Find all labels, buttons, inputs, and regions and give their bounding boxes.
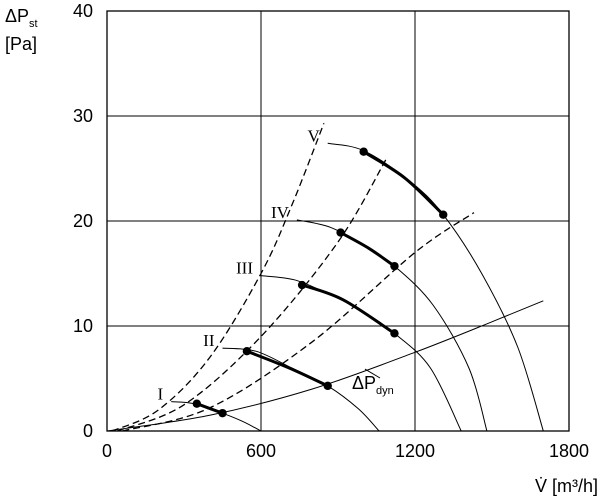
y-axis-unit: [Pa]	[5, 34, 37, 54]
dynamic-pressure-label: ΔPdyn	[352, 373, 394, 397]
dynamic-pressure-leader	[364, 368, 381, 379]
operating-point-ii	[242, 347, 252, 356]
x-tick-label: 600	[246, 441, 276, 461]
dynamic-pressure-curve	[106, 300, 544, 432]
operating-point-v	[439, 210, 448, 219]
y-axis-label: ΔPst	[5, 6, 38, 30]
fan-curve-iv	[296, 219, 488, 432]
curve-label-v: V	[307, 126, 320, 145]
operating-point-iv	[336, 228, 345, 237]
operating-range-iii	[301, 283, 396, 335]
curve-label-iii: III	[236, 259, 253, 278]
y-tick-label: 40	[73, 1, 93, 21]
fan-curve-iii	[260, 275, 462, 432]
operating-point-v	[359, 147, 368, 156]
x-axis-label: V̇ [m³/h]	[535, 476, 598, 496]
x-tick-label: 0	[102, 441, 112, 461]
curve-label-ii: II	[203, 331, 215, 350]
y-tick-label: 30	[73, 106, 93, 126]
operating-point-i	[192, 399, 202, 408]
x-tick-label: 1800	[549, 441, 589, 461]
operating-range-v	[362, 150, 445, 216]
operating-range-ii	[246, 349, 329, 388]
system-curve-2	[117, 157, 388, 432]
labels: 0 600 1200 1800 0 10 20 30 40 ΔPst [Pa] V̇ [m³/h] ΔP…	[5, 1, 598, 496]
system-curve-1	[111, 123, 325, 432]
plot-frame	[106, 10, 570, 432]
fan-curve-i	[171, 401, 262, 432]
operating-range-iv	[339, 231, 396, 268]
operating-point-iv	[390, 261, 399, 271]
x-tick-label: 1200	[395, 441, 435, 461]
y-tick-label: 20	[73, 211, 93, 231]
operating-points	[192, 147, 448, 418]
system-curve-3	[122, 212, 475, 432]
grid	[106, 10, 570, 432]
operating-point-ii	[323, 381, 332, 391]
curve-label-i: I	[157, 385, 163, 404]
operating-point-i	[218, 408, 227, 418]
operating-point-iii	[297, 280, 307, 290]
y-tick-label: 0	[83, 421, 93, 441]
y-tick-label: 10	[73, 316, 93, 336]
curve-label-iv: IV	[271, 203, 290, 222]
operating-point-iii	[390, 329, 399, 338]
